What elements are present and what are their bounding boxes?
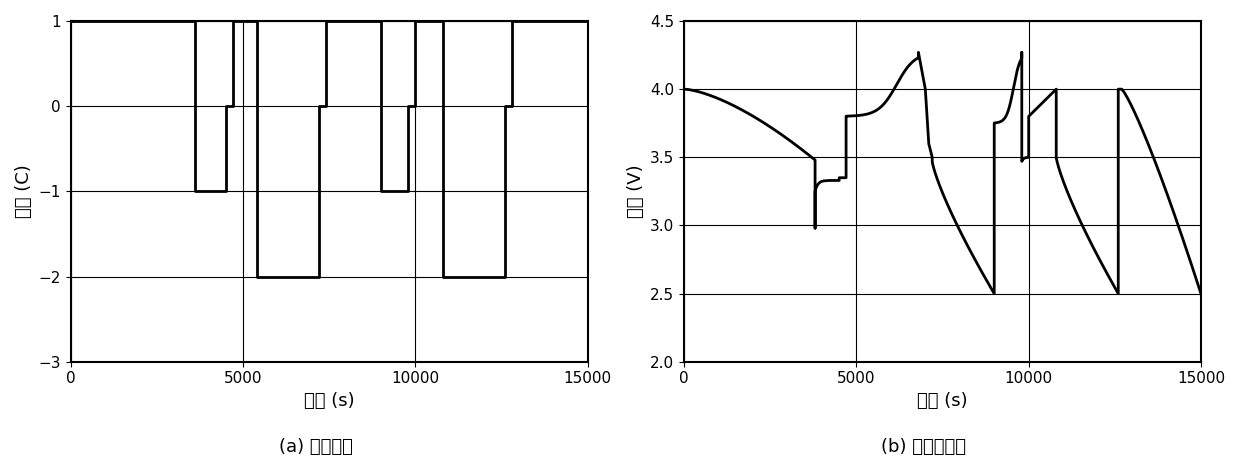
X-axis label: 时间 (s): 时间 (s) [304, 392, 355, 410]
X-axis label: 时间 (s): 时间 (s) [918, 392, 968, 410]
Y-axis label: 倍率 (C): 倍率 (C) [15, 165, 33, 218]
Text: (b) 端电压响应: (b) 端电压响应 [882, 438, 966, 457]
Text: (a) 电流激励: (a) 电流激励 [279, 438, 353, 457]
Y-axis label: 电压 (V): 电压 (V) [626, 165, 645, 218]
